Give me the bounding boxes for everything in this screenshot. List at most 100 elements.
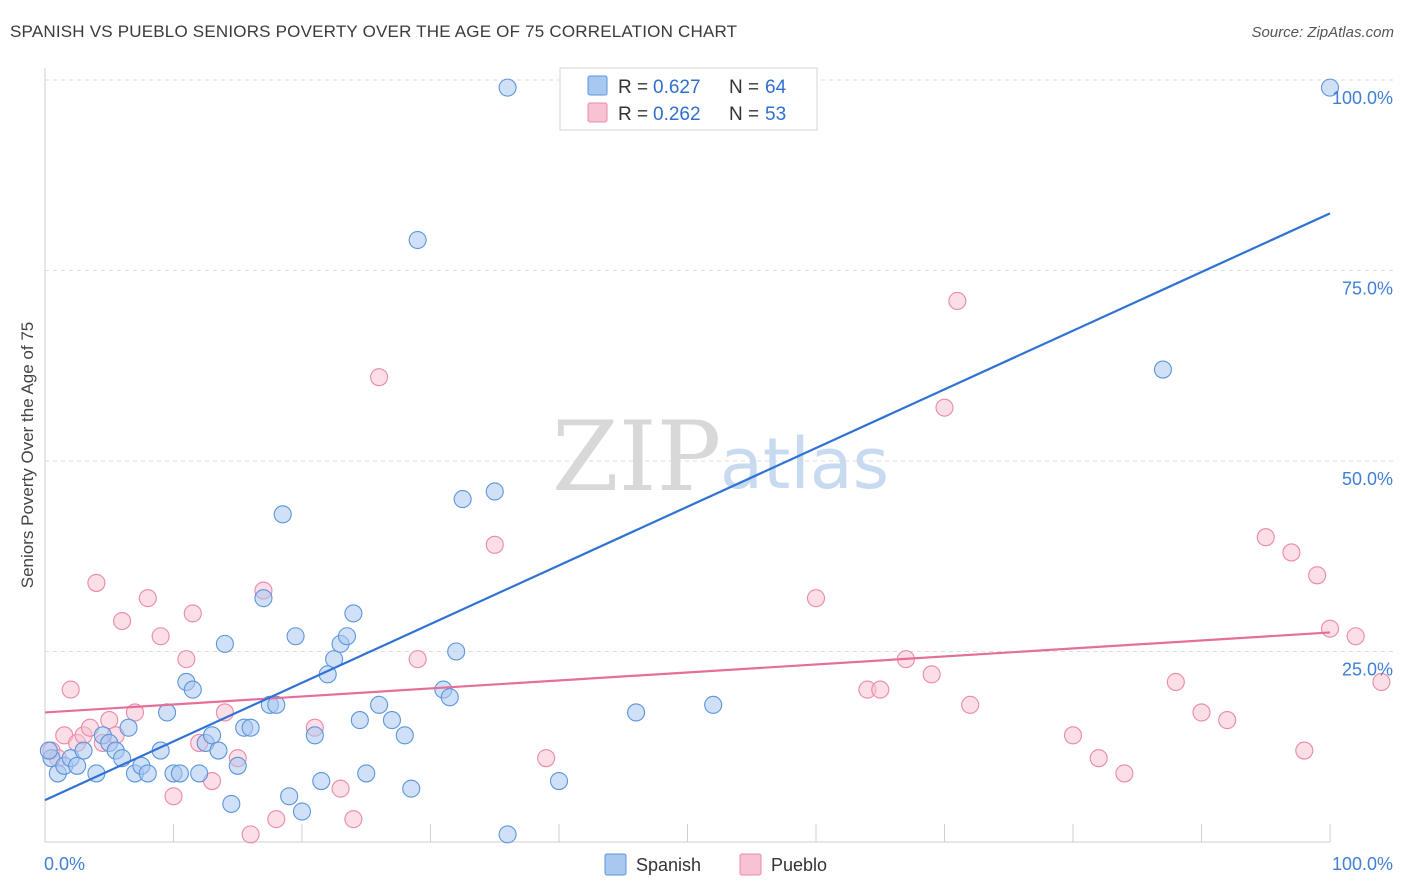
spanish-point [74, 741, 93, 760]
legend-n-label-spanish: N = [729, 77, 759, 98]
pueblo-point [61, 680, 80, 699]
spanish-point [453, 490, 472, 509]
spanish-point [1153, 360, 1172, 379]
pueblo-point [113, 611, 132, 631]
pueblo-point [935, 398, 954, 417]
spanish-point [183, 680, 202, 699]
x-tick-label: 0.0% [44, 854, 85, 874]
watermark-zip: ZIP [552, 401, 721, 513]
x-tick-label: 100.0% [1332, 854, 1393, 874]
spanish-point [440, 688, 459, 707]
bottom-legend: Spanish Pueblo [604, 853, 827, 876]
pueblo-point [87, 573, 106, 592]
pueblo-point [1218, 711, 1237, 730]
spanish-point [280, 787, 299, 806]
spanish-point [447, 642, 466, 661]
y-axis-label: Seniors Poverty Over the Age of 75 [18, 322, 37, 588]
spanish-point [382, 711, 402, 730]
y-tick-label: 100.0% [1332, 88, 1393, 108]
pueblo-point [1372, 672, 1391, 692]
pueblo-point [151, 627, 170, 646]
pueblo-point [961, 695, 980, 714]
legend-r-label-spanish: R = [618, 77, 648, 98]
y-tick-label: 25.0% [1342, 660, 1393, 680]
pueblo-point [177, 650, 196, 669]
spanish-point [286, 627, 305, 646]
y-tick-label: 50.0% [1342, 469, 1393, 489]
spanish-point [241, 718, 260, 737]
legend-n-label-pueblo: N = [729, 104, 759, 125]
pueblo-point [948, 291, 967, 311]
pueblo-points [42, 291, 1391, 844]
spanish-point [273, 505, 292, 524]
y-tick-labels: 25.0% 50.0% 75.0% 100.0% [1332, 88, 1393, 680]
legend-n-value-pueblo: 53 [765, 104, 786, 125]
pueblo-point [1166, 672, 1185, 692]
pueblo-point [1256, 528, 1275, 547]
spanish-point [408, 230, 427, 250]
pueblo-point [806, 589, 826, 608]
pueblo-point [344, 810, 363, 829]
spanish-point [312, 771, 331, 791]
pueblo-point [1192, 703, 1211, 722]
pueblo-point [164, 787, 183, 806]
spanish-point [203, 726, 222, 745]
legend-swatch-pueblo [587, 102, 608, 123]
spanish-point [267, 695, 286, 714]
watermark-atlas: atlas [720, 423, 889, 505]
pueblo-point [408, 650, 427, 669]
bottom-legend-label-spanish: Spanish [636, 855, 701, 875]
spanish-point [119, 718, 138, 737]
pueblo-point [331, 779, 350, 798]
bottom-legend-label-pueblo: Pueblo [771, 855, 827, 875]
spanish-point [305, 726, 324, 745]
spanish-trend-line [44, 212, 1331, 802]
spanish-point [627, 703, 646, 722]
bottom-legend-swatch-pueblo [739, 853, 762, 876]
chart-source: Source: ZipAtlas.com [1251, 24, 1394, 41]
pueblo-point [138, 589, 157, 608]
spanish-point [1320, 78, 1340, 97]
pueblo-point [485, 535, 504, 554]
legend-r-value-pueblo: 0.262 [653, 104, 701, 125]
spanish-point [228, 756, 247, 775]
pueblo-point [267, 810, 286, 829]
legend-r-label-pueblo: R = [618, 104, 648, 125]
y-tick-label: 75.0% [1342, 279, 1393, 299]
spanish-point [39, 741, 58, 760]
spanish-point [138, 764, 157, 783]
pueblo-point [1115, 764, 1134, 783]
spanish-point [337, 627, 357, 646]
x-tick-labels: 0.0% 100.0% [44, 854, 1393, 874]
pueblo-point [871, 680, 890, 699]
spanish-point [498, 78, 517, 97]
pueblo-point [370, 368, 389, 387]
legend-n-value-spanish: 64 [765, 77, 787, 98]
spanish-point [370, 695, 389, 714]
spanish-point [158, 703, 177, 722]
spanish-point [395, 726, 414, 745]
spanish-point [222, 794, 241, 813]
pueblo-point [922, 665, 941, 684]
bottom-legend-swatch-spanish [604, 853, 627, 876]
pueblo-point [1089, 749, 1108, 768]
spanish-point [549, 771, 569, 791]
spanish-point [215, 634, 234, 653]
pueblo-point [1295, 741, 1314, 760]
chart-title: SPANISH VS PUEBLO SENIORS POVERTY OVER T… [10, 22, 738, 41]
pueblo-trend-line [44, 631, 1331, 714]
pueblo-point [1063, 726, 1083, 745]
spanish-point [357, 764, 376, 783]
pueblo-point [1308, 566, 1327, 585]
spanish-point [190, 764, 209, 783]
pueblo-point [1282, 543, 1301, 562]
spanish-point [350, 711, 369, 730]
spanish-point [498, 825, 517, 844]
spanish-point [170, 764, 189, 783]
spanish-points [39, 78, 1340, 844]
spanish-point [344, 604, 363, 623]
legend-r-value-spanish: 0.627 [653, 77, 701, 98]
legend-swatch-spanish [587, 75, 608, 96]
pueblo-point [241, 825, 260, 844]
